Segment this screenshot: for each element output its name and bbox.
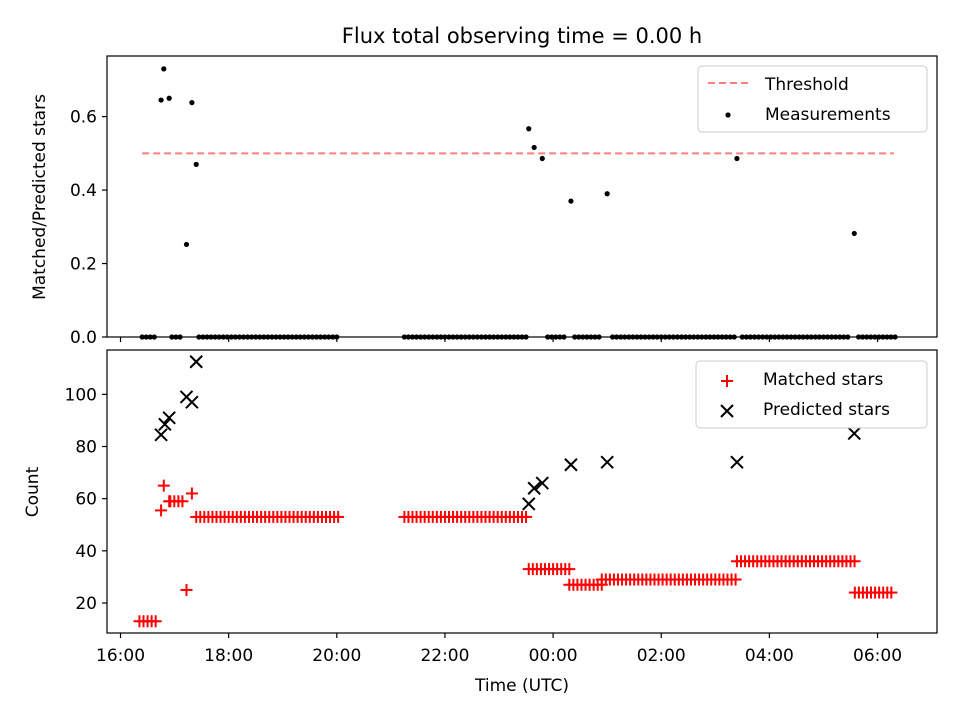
top-panel: 0.0 0.2 0.4 0.6 Matched/Predicted stars Thr…	[30, 55, 938, 348]
matched-star-marker	[176, 495, 189, 508]
bottom-y-tick-label: 60	[75, 490, 97, 510]
bottom-panel-frame	[106, 349, 938, 634]
bottom-x-tick-label: 02:00	[637, 646, 686, 666]
matched-star-marker	[563, 563, 576, 576]
measurement-point	[189, 100, 195, 106]
top-y-tick-label: 0.4	[70, 181, 97, 201]
bottom-plot-area	[133, 355, 898, 628]
measurement-point	[193, 161, 199, 167]
x-axis-label: Time (UTC)	[474, 676, 569, 696]
measurement-point	[531, 144, 537, 151]
predicted-star-marker	[158, 417, 172, 432]
bottom-panel: 20 40 60 80 100 16:00 18:00 20:00 22:00 00:00 02:…	[23, 349, 938, 696]
bottom-x-tick-label: 22:00	[420, 646, 469, 666]
bottom-x-tick-label: 16:00	[96, 646, 145, 666]
predicted-star-marker	[730, 455, 744, 469]
measurement-point	[539, 155, 545, 162]
matched-star-marker	[149, 615, 162, 628]
matched-star-marker	[180, 583, 193, 596]
bottom-legend: Matched stars Predicted stars	[695, 360, 928, 429]
predicted-star-marker	[189, 355, 203, 369]
legend-predicted-swatch	[720, 404, 734, 418]
bottom-x-tick-label: 00:00	[529, 646, 578, 666]
chart-title: Flux total observing time = 0.00 h	[342, 24, 702, 48]
top-panel-frame	[106, 55, 938, 338]
bottom-y-tick-label: 20	[75, 594, 97, 614]
bottom-y-axis-label: Count	[23, 466, 43, 517]
bottom-legend-box	[695, 360, 928, 429]
matched-star-marker	[885, 586, 898, 599]
predicted-star-marker	[154, 428, 168, 442]
predicted-star-marker	[564, 458, 578, 472]
top-y-axis-label: Matched/Predicted stars	[30, 94, 50, 300]
measurement-point	[161, 66, 167, 72]
matched-star-marker	[157, 479, 170, 492]
top-y-tick-label: 0.0	[70, 328, 97, 348]
measurement-point	[166, 95, 172, 101]
top-legend-box	[697, 65, 928, 133]
predicted-star-marker	[535, 476, 549, 490]
legend-matched-swatch	[721, 375, 733, 387]
predicted-star-marker	[847, 426, 861, 441]
measurement-point	[568, 198, 574, 204]
measurement-point	[183, 241, 190, 248]
matched-star-marker	[163, 495, 176, 508]
measurement-point	[526, 126, 532, 132]
legend-matched-label: Matched stars	[763, 370, 883, 390]
predicted-star-marker	[600, 455, 614, 469]
bottom-y-tick-label: 80	[75, 438, 97, 458]
matched-star-marker	[848, 555, 861, 568]
legend-threshold-label: Threshold	[764, 75, 849, 95]
bottom-y-tick-label: 40	[75, 542, 97, 562]
bottom-x-ticks: 16:00 18:00 20:00 22:00 00:00 02:00 04:00 06:00	[96, 633, 902, 666]
predicted-star-marker	[185, 395, 199, 409]
matched-star-marker	[155, 504, 168, 517]
predicted-star-marker	[162, 411, 176, 425]
bottom-x-tick-label: 20:00	[312, 646, 361, 666]
bottom-x-tick-label: 06:00	[853, 646, 902, 666]
predicted-star-marker	[522, 497, 536, 511]
bottom-y-tick-label: 100	[65, 385, 97, 405]
legend-measurements-swatch	[725, 112, 731, 118]
predicted-star-marker	[527, 481, 541, 495]
top-y-ticks: 0.0 0.2 0.4 0.6	[70, 108, 107, 348]
top-x-ticks	[119, 337, 879, 342]
matched-star-marker	[729, 573, 742, 586]
measurement-point	[734, 155, 740, 162]
top-y-tick-label: 0.6	[70, 108, 97, 128]
measurement-point	[158, 97, 164, 103]
bottom-x-tick-label: 04:00	[745, 646, 794, 666]
bottom-y-ticks: 20 40 60 80 100	[65, 385, 107, 614]
top-plot-area	[139, 66, 898, 340]
bottom-x-tick-label: 18:00	[204, 646, 253, 666]
top-legend: Threshold Measurements	[697, 65, 928, 133]
top-y-tick-label: 0.2	[70, 255, 97, 275]
matched-star-marker	[185, 487, 198, 500]
legend-predicted-label: Predicted stars	[763, 400, 890, 420]
measurement-point	[604, 191, 610, 197]
legend-measurements-label: Measurements	[765, 105, 891, 125]
measurement-point	[851, 230, 857, 237]
matched-star-marker	[520, 510, 533, 523]
matched-star-marker	[332, 510, 345, 523]
